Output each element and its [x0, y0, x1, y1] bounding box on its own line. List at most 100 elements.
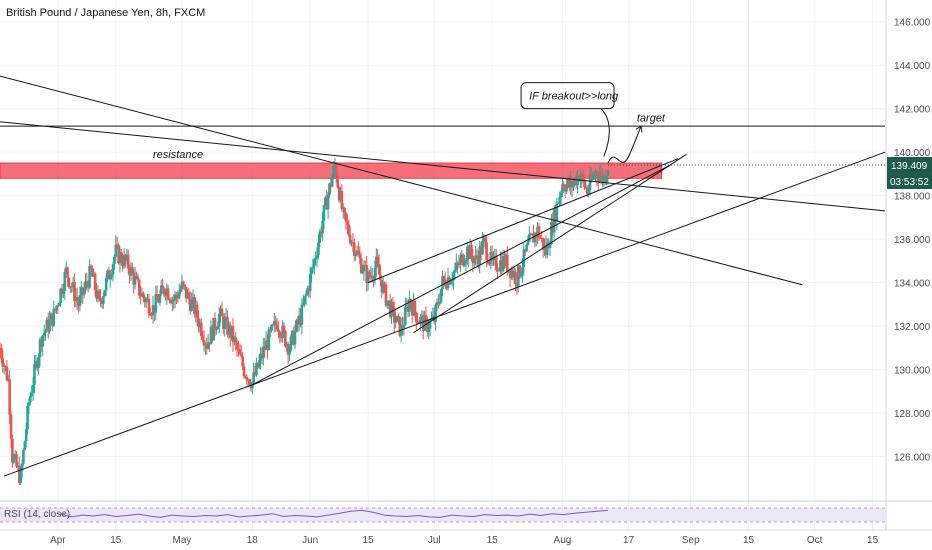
- candle[interactable]: [266, 340, 269, 350]
- candle[interactable]: [402, 324, 406, 329]
- candle[interactable]: [494, 255, 498, 270]
- candle[interactable]: [365, 265, 368, 284]
- candle[interactable]: [375, 256, 378, 268]
- candle[interactable]: [415, 312, 418, 323]
- candle[interactable]: [288, 350, 291, 355]
- rsi-line[interactable]: [59, 509, 608, 518]
- candle[interactable]: [81, 287, 85, 295]
- candle[interactable]: [165, 288, 169, 296]
- candle[interactable]: [419, 316, 422, 323]
- candle[interactable]: [168, 299, 171, 301]
- candle[interactable]: [56, 305, 60, 307]
- candle[interactable]: [289, 336, 293, 351]
- candle[interactable]: [337, 187, 341, 201]
- candle[interactable]: [295, 320, 298, 331]
- candle[interactable]: [500, 260, 504, 272]
- candle[interactable]: [420, 315, 424, 317]
- candle[interactable]: [215, 328, 218, 330]
- candle[interactable]: [194, 304, 198, 315]
- candle[interactable]: [435, 302, 439, 306]
- candle[interactable]: [590, 175, 593, 180]
- candle[interactable]: [57, 303, 61, 307]
- candle[interactable]: [202, 339, 206, 346]
- candle[interactable]: [351, 242, 355, 244]
- candle[interactable]: [368, 271, 371, 277]
- candle[interactable]: [248, 379, 251, 385]
- rsi-pane[interactable]: [0, 500, 932, 531]
- candle[interactable]: [369, 275, 373, 277]
- candle[interactable]: [472, 259, 476, 264]
- candle[interactable]: [30, 392, 34, 396]
- candle[interactable]: [426, 319, 429, 332]
- candle[interactable]: [403, 307, 407, 325]
- candle[interactable]: [521, 267, 524, 274]
- candle[interactable]: [209, 326, 213, 345]
- candle[interactable]: [496, 269, 499, 271]
- rsi-indicator-label[interactable]: RSI (14, close): [4, 509, 71, 520]
- candle[interactable]: [321, 220, 324, 234]
- candle[interactable]: [416, 322, 419, 324]
- candle[interactable]: [89, 265, 93, 269]
- candle[interactable]: [131, 266, 134, 273]
- candle[interactable]: [559, 192, 563, 197]
- candle[interactable]: [489, 252, 493, 264]
- candle[interactable]: [66, 267, 69, 279]
- candle[interactable]: [579, 178, 582, 181]
- candle[interactable]: [584, 187, 588, 189]
- candle[interactable]: [216, 326, 220, 329]
- candle[interactable]: [17, 465, 21, 483]
- candle[interactable]: [536, 226, 539, 238]
- candle[interactable]: [273, 320, 276, 325]
- candle[interactable]: [197, 318, 200, 327]
- candle[interactable]: [386, 300, 389, 306]
- candle[interactable]: [1, 358, 5, 367]
- candle[interactable]: [530, 233, 534, 235]
- candle[interactable]: [456, 262, 459, 264]
- candle[interactable]: [423, 315, 426, 331]
- candle[interactable]: [162, 288, 166, 295]
- candle[interactable]: [228, 324, 232, 338]
- candle[interactable]: [366, 271, 370, 284]
- candle[interactable]: [169, 300, 173, 304]
- candle[interactable]: [186, 292, 189, 299]
- candle[interactable]: [361, 271, 364, 274]
- candle[interactable]: [115, 244, 119, 246]
- candle[interactable]: [42, 332, 46, 336]
- candle[interactable]: [233, 337, 236, 343]
- candle[interactable]: [44, 330, 47, 333]
- candle[interactable]: [310, 268, 313, 275]
- candle[interactable]: [102, 296, 105, 304]
- candle[interactable]: [204, 344, 207, 346]
- candle[interactable]: [380, 280, 384, 293]
- candle[interactable]: [525, 245, 528, 252]
- candle[interactable]: [157, 300, 160, 303]
- candle[interactable]: [151, 305, 155, 316]
- candle[interactable]: [46, 319, 50, 332]
- candle[interactable]: [466, 246, 469, 261]
- candle[interactable]: [454, 262, 458, 270]
- candle[interactable]: [96, 290, 100, 299]
- candle[interactable]: [601, 172, 604, 182]
- candle[interactable]: [384, 284, 388, 306]
- candle[interactable]: [133, 275, 137, 285]
- candle[interactable]: [434, 305, 437, 322]
- candle[interactable]: [359, 258, 363, 274]
- candle[interactable]: [49, 313, 53, 320]
- candle[interactable]: [182, 281, 185, 285]
- candle[interactable]: [257, 360, 261, 368]
- long-term-support-line[interactable]: [3, 151, 886, 477]
- candle[interactable]: [410, 305, 414, 316]
- candle[interactable]: [255, 362, 258, 375]
- candle[interactable]: [238, 349, 242, 355]
- candle[interactable]: [67, 278, 71, 288]
- candle[interactable]: [193, 297, 196, 315]
- candle[interactable]: [450, 280, 454, 282]
- candle[interactable]: [73, 281, 76, 301]
- candle[interactable]: [118, 252, 122, 264]
- candle[interactable]: [51, 313, 54, 326]
- candle[interactable]: [330, 177, 334, 187]
- candle[interactable]: [479, 246, 483, 255]
- candle[interactable]: [146, 298, 149, 300]
- candle[interactable]: [190, 299, 193, 311]
- candle[interactable]: [566, 179, 570, 185]
